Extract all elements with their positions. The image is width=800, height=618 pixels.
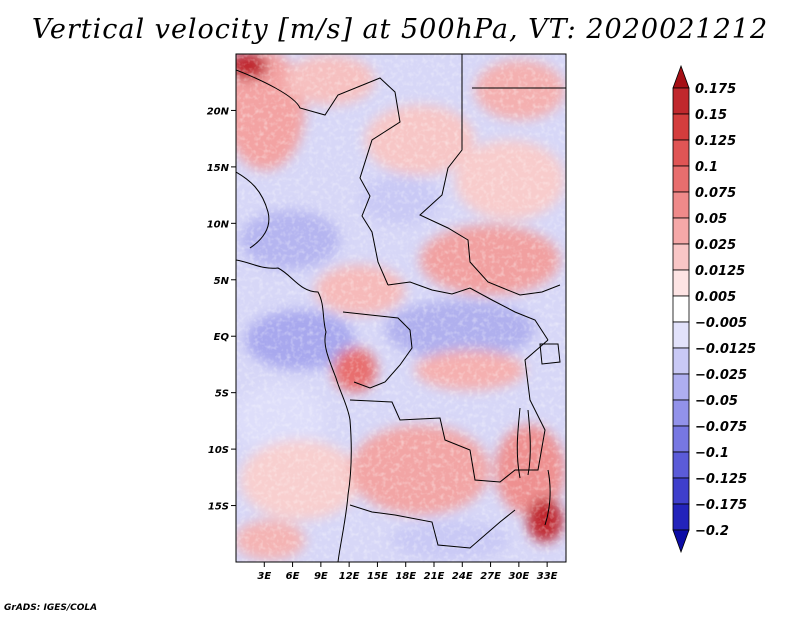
colorbar: 0.175 0.15 0.125 0.1 0.075 0.05 0.025 0.0125 0.0… — [672, 64, 756, 554]
colorbar-swatch — [672, 503, 690, 531]
colorbar-label: −0.025 — [695, 368, 747, 383]
chart-title: Vertical velocity [m/s] at 500hPa, VT: 2… — [31, 14, 769, 45]
border-angola-zambia — [349, 504, 516, 549]
colorbar-swatch — [672, 425, 690, 453]
lake-tanganyika — [516, 407, 531, 479]
colorbar-label: −0.2 — [695, 524, 729, 539]
x-tick-label: 24E — [452, 571, 473, 582]
colorbar-top-arrow — [672, 64, 690, 89]
colorbar-swatch — [672, 477, 690, 505]
colorbar-swatch — [672, 295, 690, 323]
colorbar-label: 0.15 — [695, 108, 727, 123]
colorbar-label: 0.1 — [695, 160, 718, 175]
x-axis: 3E 6E 9E 12E 15E 18E 21E 24E 27E 30E 33E — [257, 562, 558, 582]
field-texture — [236, 54, 566, 562]
colorbar-label: −0.075 — [695, 420, 747, 435]
y-tick-label: 5S — [215, 389, 229, 400]
vertical-velocity-field — [236, 54, 566, 562]
y-tick-label: 15N — [207, 163, 230, 174]
x-tick-label: 6E — [286, 571, 300, 582]
colorbar-label: 0.125 — [695, 134, 736, 149]
y-tick-label: 10S — [208, 445, 229, 456]
west-coastline — [236, 259, 352, 562]
lake-victoria — [539, 343, 561, 365]
colorbar-swatch — [672, 321, 690, 349]
y-tick-label: 20N — [207, 106, 230, 117]
y-tick-label: 15S — [208, 502, 229, 513]
colorbar-label: −0.005 — [695, 316, 747, 331]
border-cameroon-congo — [342, 311, 413, 389]
colorbar-label: 0.005 — [695, 290, 736, 305]
colorbar-swatch — [672, 347, 690, 375]
colorbar-label: −0.05 — [695, 394, 738, 409]
colorbar-label: −0.0125 — [695, 342, 756, 357]
colorbar-swatch — [672, 399, 690, 427]
colorbar-label: 0.025 — [695, 238, 736, 253]
x-tick-label: 30E — [508, 571, 529, 582]
colorbar-swatch — [672, 139, 690, 167]
x-tick-label: 21E — [424, 571, 445, 582]
border-west-africa — [236, 171, 270, 249]
colorbar-swatch — [672, 243, 690, 271]
y-tick-label: 10N — [207, 219, 230, 230]
colorbar-swatch — [672, 217, 690, 245]
colorbar-label: 0.0125 — [695, 264, 745, 279]
x-tick-label: 12E — [339, 571, 360, 582]
colorbar-swatch — [672, 451, 690, 479]
border-car-drc — [387, 281, 549, 341]
border-drc — [349, 339, 549, 483]
y-tick-label: EQ — [214, 332, 230, 343]
x-tick-label: 33E — [537, 571, 558, 582]
colorbar-label: −0.1 — [695, 446, 729, 461]
x-tick-label: 3E — [257, 571, 271, 582]
lake-malawi — [544, 469, 551, 526]
y-tick-label: 5N — [214, 276, 230, 287]
colorbar-label: 0.075 — [695, 186, 736, 201]
x-tick-label: 15E — [367, 571, 388, 582]
colorbar-swatch — [672, 87, 690, 115]
colorbar-swatch — [672, 373, 690, 401]
colorbar-swatch — [672, 113, 690, 141]
colorbar-label: −0.125 — [695, 472, 747, 487]
border-niger-chad — [236, 69, 401, 286]
x-tick-label: 27E — [480, 571, 501, 582]
y-axis: 20N 15N 10N 5N EQ 5S 10S 15S — [207, 106, 236, 513]
map-borders — [236, 54, 566, 562]
colorbar-swatch — [672, 165, 690, 193]
grads-credit: GrADS: IGES/COLA — [4, 603, 98, 613]
colorbar-label: 0.05 — [695, 212, 727, 227]
colorbar-label: −0.175 — [695, 498, 747, 513]
colorbar-bottom-arrow — [672, 529, 690, 554]
colorbar-swatch — [672, 269, 690, 297]
x-tick-label: 18E — [395, 571, 416, 582]
border-sudan — [419, 54, 561, 296]
map-frame — [235, 53, 567, 563]
colorbar-swatch — [672, 191, 690, 219]
x-tick-label: 9E — [314, 571, 328, 582]
colorbar-label: 0.175 — [695, 82, 736, 97]
